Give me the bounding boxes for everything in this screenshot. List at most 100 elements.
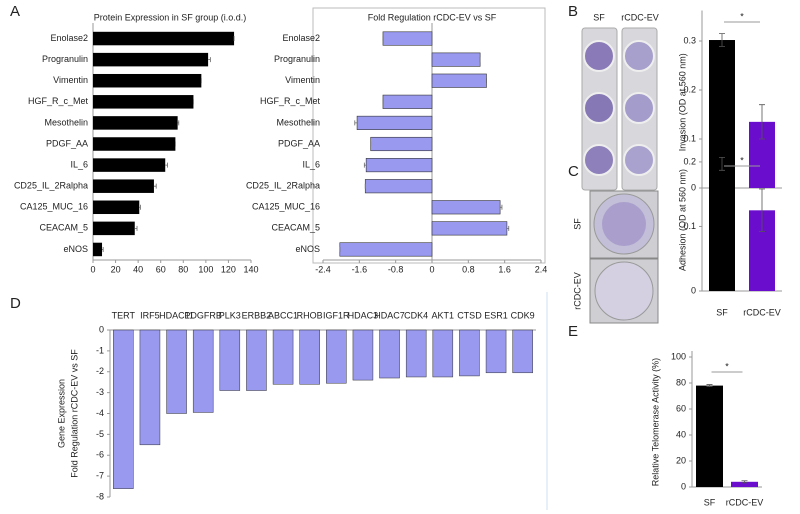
x-tick-label: ERBB2 bbox=[242, 310, 272, 320]
panel-label: A bbox=[10, 3, 20, 20]
y-tick-label: 0 bbox=[99, 324, 104, 334]
y-tick-label: PDGF_AA bbox=[46, 138, 88, 148]
image-label: rCDC-EV bbox=[572, 272, 582, 310]
x-tick-label: HDAC11 bbox=[159, 310, 194, 320]
x-tick-label: 20 bbox=[111, 264, 121, 274]
bar bbox=[93, 242, 103, 257]
y-tick-label: 0 bbox=[691, 182, 696, 192]
significance-mark: * bbox=[740, 155, 744, 165]
y-tick-label: 100 bbox=[671, 351, 686, 361]
y-tick-label: HGF_R_c_Met bbox=[260, 96, 321, 106]
bar bbox=[299, 329, 320, 385]
y-tick-label: CEACAM_5 bbox=[39, 223, 88, 233]
bar bbox=[431, 200, 501, 215]
error-bar bbox=[165, 162, 168, 168]
y-tick-label: 20 bbox=[676, 455, 686, 465]
y-tick-label: CD25_IL_2Ralpha bbox=[14, 181, 88, 191]
y-tick-label: -3 bbox=[96, 387, 104, 397]
bar bbox=[93, 221, 135, 236]
error-bar bbox=[354, 120, 358, 126]
y-tick-label: CA125_MUC_16 bbox=[252, 202, 320, 212]
error-bar bbox=[208, 57, 211, 63]
y-tick-label: -7 bbox=[96, 471, 104, 481]
bar bbox=[93, 52, 209, 67]
bar bbox=[93, 31, 235, 46]
y-tick-label: CD25_IL_2Ralpha bbox=[246, 181, 320, 191]
bar bbox=[93, 95, 194, 109]
significance-mark: * bbox=[740, 11, 744, 21]
error-bar bbox=[139, 204, 141, 210]
bar bbox=[93, 179, 154, 193]
y-tick-label: -4 bbox=[96, 408, 104, 418]
y-tick-label: 0.1 bbox=[683, 221, 696, 231]
x-tick-label: 0.8 bbox=[462, 264, 475, 274]
x-tick-label: -2.4 bbox=[315, 264, 331, 274]
bar bbox=[696, 385, 723, 487]
y-tick-label: Mesothelin bbox=[276, 117, 320, 127]
x-tick-label: ABCC1 bbox=[268, 310, 298, 320]
x-tick-label: HDAC7 bbox=[374, 310, 405, 320]
error-bar bbox=[719, 33, 725, 47]
error-bar bbox=[706, 384, 713, 388]
bar bbox=[432, 329, 454, 378]
error-bar bbox=[102, 246, 104, 252]
y-tick-label: CA125_MUC_16 bbox=[20, 202, 88, 212]
x-tick-label: PLK3 bbox=[219, 310, 241, 320]
x-tick-label: 120 bbox=[221, 264, 236, 274]
adhesion-wells bbox=[589, 190, 659, 324]
bar bbox=[370, 136, 433, 152]
y-tick-label: 0.2 bbox=[683, 156, 696, 166]
x-tick-label: 2.4 bbox=[535, 264, 548, 274]
y-tick-label: 60 bbox=[676, 403, 686, 413]
image-label: SF bbox=[593, 12, 605, 22]
x-tick-label: 80 bbox=[178, 264, 188, 274]
bar bbox=[272, 329, 294, 385]
y-tick-label: -5 bbox=[96, 429, 104, 439]
image-label: SF bbox=[572, 218, 582, 230]
y-tick-label: 40 bbox=[676, 429, 686, 439]
y-axis-label: Fold Regulation rCDC-EV vs SF bbox=[69, 349, 79, 478]
x-tick-label: AKT1 bbox=[432, 310, 455, 320]
panel-label: E bbox=[568, 323, 578, 340]
bar bbox=[382, 31, 433, 46]
bar bbox=[93, 73, 202, 88]
y-tick-label: eNOS bbox=[63, 244, 88, 254]
x-tick-label: HDAC3 bbox=[348, 310, 379, 320]
x-tick-label: -0.8 bbox=[388, 264, 404, 274]
panel-label: D bbox=[10, 295, 21, 312]
y-tick-label: 0.1 bbox=[683, 133, 696, 143]
x-tick-label: 1.6 bbox=[498, 264, 511, 274]
y-tick-label: Progranulin bbox=[42, 54, 88, 64]
y-tick-label: 0.3 bbox=[683, 35, 696, 45]
y-tick-label: PDGF_AA bbox=[278, 138, 320, 148]
bar bbox=[405, 329, 427, 378]
invasion-wells bbox=[581, 27, 658, 191]
bar bbox=[512, 329, 533, 374]
bar bbox=[352, 329, 374, 381]
bar bbox=[459, 329, 480, 377]
bar bbox=[485, 329, 507, 374]
bar bbox=[113, 329, 134, 489]
error-bar bbox=[741, 480, 748, 484]
error-bar bbox=[134, 225, 138, 231]
y-tick-label: 80 bbox=[676, 377, 686, 387]
x-tick-label: SF bbox=[716, 307, 728, 317]
bar bbox=[139, 329, 161, 446]
error-bar bbox=[759, 104, 765, 140]
x-tick-label: CTSD bbox=[457, 310, 482, 320]
y-tick-label: HGF_R_c_Met bbox=[28, 96, 89, 106]
y-tick-label: eNOS bbox=[295, 244, 320, 254]
error-bar bbox=[719, 156, 725, 171]
error-bar bbox=[177, 120, 180, 126]
y-tick-label: -8 bbox=[96, 491, 104, 501]
x-tick-label: PDGFRB bbox=[184, 310, 222, 320]
image-label: rCDC-EV bbox=[621, 12, 659, 22]
significance-mark: * bbox=[725, 361, 729, 371]
bar bbox=[364, 179, 433, 194]
chart-title: Protein Expression in SF group (i.o.d.) bbox=[94, 12, 247, 22]
bar bbox=[339, 242, 433, 257]
x-tick-label: CDK4 bbox=[404, 310, 428, 320]
bar bbox=[731, 481, 758, 487]
error-bar bbox=[506, 225, 510, 231]
y-tick-label: -6 bbox=[96, 450, 104, 460]
